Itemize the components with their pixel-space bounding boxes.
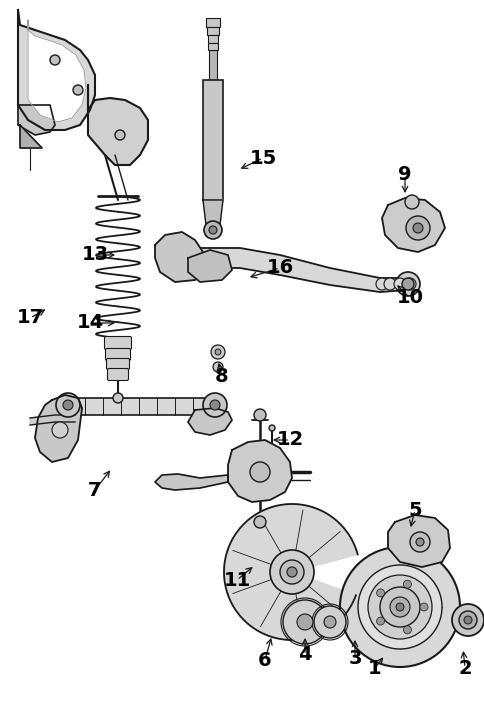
Text: 14: 14: [76, 314, 104, 333]
Circle shape: [249, 462, 270, 482]
Circle shape: [279, 560, 303, 584]
Bar: [209, 50, 216, 80]
Circle shape: [403, 278, 415, 290]
Circle shape: [405, 216, 429, 240]
FancyBboxPatch shape: [106, 359, 129, 370]
Circle shape: [451, 604, 483, 636]
Circle shape: [339, 547, 459, 667]
Polygon shape: [18, 105, 55, 135]
Circle shape: [211, 345, 225, 359]
Circle shape: [415, 538, 423, 546]
Polygon shape: [227, 440, 291, 502]
Circle shape: [269, 425, 274, 431]
Polygon shape: [18, 10, 95, 130]
Polygon shape: [188, 250, 231, 282]
Circle shape: [323, 616, 335, 628]
Bar: [208, 43, 217, 50]
Text: 9: 9: [397, 165, 411, 184]
Text: 4: 4: [298, 645, 311, 664]
Polygon shape: [224, 504, 357, 640]
Text: 10: 10: [396, 288, 423, 307]
Circle shape: [113, 393, 123, 403]
Polygon shape: [155, 474, 227, 490]
Polygon shape: [28, 20, 86, 122]
Circle shape: [376, 589, 384, 597]
Bar: [203, 80, 223, 200]
Circle shape: [203, 393, 227, 417]
Circle shape: [52, 422, 68, 438]
Circle shape: [395, 603, 403, 611]
Circle shape: [115, 130, 125, 140]
Circle shape: [296, 614, 312, 630]
Text: 1: 1: [367, 659, 381, 678]
Circle shape: [73, 85, 83, 95]
Text: 8: 8: [215, 368, 228, 387]
Circle shape: [401, 278, 413, 290]
Circle shape: [313, 606, 345, 638]
Circle shape: [50, 55, 60, 65]
Text: 11: 11: [223, 571, 250, 590]
Circle shape: [254, 516, 265, 528]
Polygon shape: [20, 125, 42, 148]
Circle shape: [403, 580, 410, 588]
Bar: [207, 27, 219, 35]
Circle shape: [214, 349, 221, 355]
Polygon shape: [88, 85, 148, 165]
Bar: [206, 18, 220, 27]
Circle shape: [419, 603, 427, 611]
Text: 3: 3: [348, 648, 361, 668]
Circle shape: [283, 600, 326, 644]
Polygon shape: [35, 395, 82, 462]
Text: 7: 7: [88, 480, 102, 500]
FancyBboxPatch shape: [106, 349, 130, 361]
Circle shape: [63, 400, 73, 410]
Text: 16: 16: [266, 259, 293, 278]
Circle shape: [209, 226, 216, 234]
Text: 17: 17: [16, 309, 44, 328]
FancyBboxPatch shape: [107, 368, 128, 380]
Bar: [65, 398, 70, 415]
Text: 6: 6: [257, 650, 271, 669]
Polygon shape: [175, 248, 407, 292]
Circle shape: [395, 272, 419, 296]
Text: 2: 2: [457, 659, 471, 678]
Polygon shape: [387, 515, 449, 567]
Circle shape: [393, 278, 405, 290]
Circle shape: [412, 223, 422, 233]
Polygon shape: [155, 232, 205, 282]
Circle shape: [403, 626, 410, 634]
Circle shape: [357, 565, 441, 649]
FancyBboxPatch shape: [104, 337, 131, 349]
Text: 15: 15: [249, 148, 276, 167]
Bar: [208, 35, 217, 43]
Circle shape: [409, 532, 429, 552]
Circle shape: [376, 617, 384, 625]
Polygon shape: [203, 200, 223, 225]
Circle shape: [210, 400, 220, 410]
Circle shape: [56, 393, 80, 417]
Circle shape: [379, 587, 419, 627]
Text: 13: 13: [81, 245, 108, 264]
Text: 12: 12: [276, 430, 303, 449]
Circle shape: [458, 611, 476, 629]
Circle shape: [389, 597, 409, 617]
Polygon shape: [381, 198, 444, 252]
Circle shape: [367, 575, 431, 639]
Circle shape: [404, 195, 418, 209]
Bar: [68, 398, 214, 415]
Circle shape: [383, 278, 395, 290]
Circle shape: [254, 409, 265, 421]
Circle shape: [212, 362, 223, 372]
Polygon shape: [188, 408, 231, 435]
Polygon shape: [30, 415, 75, 425]
Circle shape: [287, 567, 296, 577]
Circle shape: [270, 550, 313, 594]
Circle shape: [204, 221, 222, 239]
Circle shape: [375, 278, 387, 290]
Text: 5: 5: [408, 501, 421, 520]
Circle shape: [238, 450, 281, 494]
Circle shape: [463, 616, 471, 624]
